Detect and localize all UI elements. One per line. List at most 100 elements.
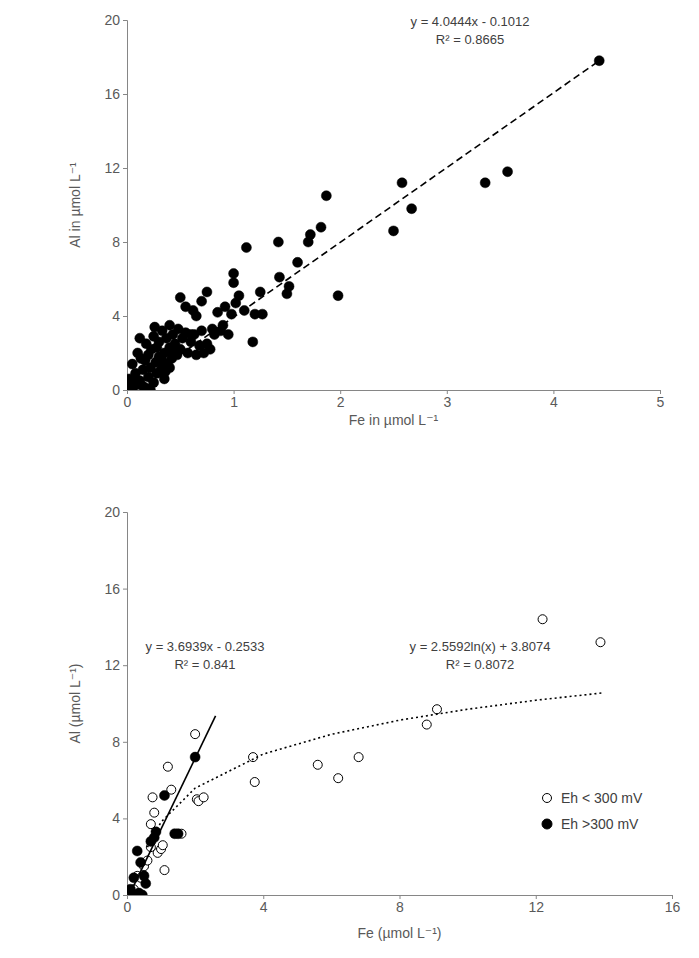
point (596, 638, 605, 647)
trend-line (130, 716, 215, 893)
point (538, 615, 547, 624)
tick: 2 (337, 390, 345, 410)
point (503, 167, 513, 177)
point (173, 829, 183, 839)
tick: 0 (124, 895, 132, 915)
annotation: R² = 0.841 (174, 657, 235, 672)
point (305, 230, 315, 240)
point (186, 330, 196, 340)
tick-label: 2 (337, 394, 345, 410)
tick: 4 (112, 810, 127, 826)
point (132, 846, 142, 856)
legend-label: Eh < 300 mV (561, 790, 643, 806)
tick-mark (123, 742, 127, 743)
point (241, 243, 251, 253)
annotation: R² = 0.8072 (446, 657, 514, 672)
point (389, 226, 399, 236)
tick-label: 8 (112, 734, 120, 750)
tick-label: 0 (124, 899, 132, 915)
point (313, 760, 322, 769)
point (257, 309, 267, 319)
plot-area (127, 56, 604, 390)
point (422, 720, 431, 729)
tick-label: 0 (112, 382, 120, 398)
tick-label: 0 (124, 394, 132, 410)
tick: 12 (104, 160, 127, 176)
tick-label: 5 (657, 394, 665, 410)
tick-label: 4 (112, 810, 120, 826)
y-axis: 0 4 8 12 16 20 (104, 504, 127, 903)
tick: 20 (104, 504, 127, 520)
x-axis: 0 4 8 12 16 (124, 895, 681, 915)
tick-label: 16 (665, 899, 681, 915)
point (163, 762, 172, 771)
tick: 12 (528, 895, 544, 915)
y-axis-label: Al in µmol L⁻¹ (67, 162, 83, 248)
point (205, 344, 215, 354)
trend-line (147, 693, 603, 847)
point (141, 879, 151, 889)
tick-label: 4 (112, 308, 120, 324)
chart: 0481216048121620Fe (µmol L⁻¹)Al (µmol L⁻… (67, 504, 680, 941)
point (293, 257, 303, 267)
tick: 4 (112, 308, 127, 324)
legend-marker (542, 819, 552, 829)
tick: 8 (112, 734, 127, 750)
point (159, 790, 169, 800)
point (316, 222, 326, 232)
point (229, 278, 239, 288)
point (202, 287, 212, 297)
tick-mark (123, 242, 127, 243)
tick-label: 3 (443, 394, 451, 410)
plot-area (127, 615, 605, 895)
point (175, 293, 185, 303)
tick: 12 (104, 657, 127, 673)
point (160, 866, 169, 875)
tick-label: 12 (104, 657, 120, 673)
tick-label: 4 (550, 394, 558, 410)
axis-line (123, 21, 128, 391)
tick: 8 (396, 895, 404, 915)
annotation: y = 2.5592ln(x) + 3.8074 (410, 639, 551, 654)
tick: 0 (112, 887, 127, 903)
point (136, 354, 146, 364)
tick-label: 1 (230, 394, 238, 410)
tick: 20 (104, 12, 127, 28)
tick-mark (123, 665, 127, 666)
point (158, 841, 167, 850)
tick: 8 (112, 234, 127, 250)
legend-label: Eh >300 mV (561, 816, 639, 832)
y-axis: 0 4 8 12 16 20 (104, 12, 127, 398)
annotation: y = 4.0444x - 0.1012 (411, 14, 530, 29)
point (223, 330, 233, 340)
figure: 012345048121620Fe in µmol L⁻¹Al in µmol … (0, 0, 699, 958)
point (148, 793, 157, 802)
point (157, 355, 167, 365)
tick-label: 20 (104, 12, 120, 28)
tick-label: 20 (104, 504, 120, 520)
tick: 5 (657, 390, 665, 410)
point (594, 56, 604, 66)
tick-mark (123, 390, 127, 391)
point (234, 291, 244, 301)
tick: 16 (104, 581, 127, 597)
point (432, 705, 441, 714)
tick-mark (123, 818, 127, 819)
point (248, 337, 258, 347)
point (480, 178, 490, 188)
point (250, 778, 259, 787)
tick-label: 16 (104, 86, 120, 102)
tick-label: 4 (260, 899, 268, 915)
annotation: R² = 0.8665 (436, 32, 504, 47)
tick-mark (123, 168, 127, 169)
tick-label: 12 (104, 160, 120, 176)
point (274, 272, 284, 282)
tick: 4 (260, 895, 268, 915)
chart: 012345048121620Fe in µmol L⁻¹Al in µmol … (67, 12, 665, 428)
point (354, 753, 363, 762)
point (197, 296, 207, 306)
point (321, 191, 331, 201)
point (137, 890, 147, 895)
point (397, 178, 407, 188)
y-axis-label: Al (µmol L⁻¹) (67, 663, 83, 743)
